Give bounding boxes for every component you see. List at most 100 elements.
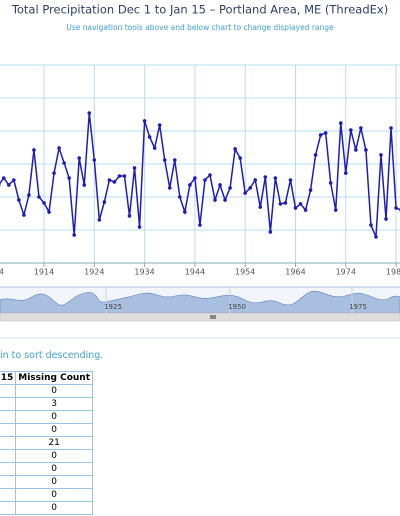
data-point [203,178,207,182]
data-point [97,218,102,222]
data-point [278,202,283,206]
data-point [147,135,152,139]
table-row: 0 [0,410,93,424]
data-point [183,210,187,214]
data-point [67,176,71,180]
data-point [379,153,383,157]
data-point [132,166,137,170]
navigator-label: 1975 [349,303,367,311]
data-point [0,183,1,187]
x-tick-label: 1974 [336,268,356,277]
table-cell [0,475,17,489]
navigator-label: 1925 [104,303,122,311]
data-point [273,176,278,180]
data-point [218,183,222,187]
data-point [288,178,293,182]
missing-count: 0 [15,462,93,476]
x-tick-label: 1924 [84,268,104,277]
data-point [52,171,56,175]
data-point [27,193,31,197]
table-row: 0 [0,423,93,437]
data-point [72,233,76,237]
sort-note: in to sort descending. [0,350,104,361]
data-point [293,206,298,210]
chart-title: Total Precipitation Dec 1 to Jan 15 – Po… [11,3,388,17]
data-point [127,214,132,218]
data-point [389,126,393,130]
x-tick-label: 1934 [134,268,154,277]
data-point [117,174,122,178]
data-point [248,186,253,190]
x-tick-label: 1984 [386,268,400,277]
data-point [112,180,117,184]
data-point [338,121,343,125]
x-tick-label: 1914 [34,268,54,277]
column-header[interactable]: Missing Count [15,371,93,385]
plot-area: 1904 1914 1924 1934 1944 1954 1964 1974 1984 [0,64,400,277]
series-line [0,112,400,238]
table-row: 0 [0,449,93,463]
data-point [384,217,388,221]
table-row: 0 [0,488,93,502]
data-point [364,148,368,152]
data-point [178,195,182,199]
data-point [92,158,97,162]
table-cell [0,436,17,450]
missing-count: 0 [15,449,93,463]
data-point [283,201,288,205]
data-point [258,205,263,209]
x-tick-label: 1944 [185,268,205,277]
data-point [328,181,333,185]
missing-count: 0 [15,475,93,489]
data-point [193,176,197,180]
missing-count: 0 [15,384,93,398]
data-point [188,183,192,187]
missing-count: 0 [15,501,93,515]
data-point [228,186,232,190]
data-point [343,171,348,175]
table-row: 21 [0,436,93,450]
table-cell [0,462,17,476]
data-point [122,174,127,178]
table-row: 0 [0,475,93,489]
data-point [323,131,328,135]
data-point [243,191,247,195]
table-row: 0 [0,462,93,476]
data-point [359,126,363,130]
data-point [102,200,107,204]
x-tick-label: 1954 [235,268,255,277]
table-cell [0,423,17,437]
data-point [17,198,21,202]
column-header[interactable]: Jan 15 [0,371,17,385]
table-cell [0,449,17,463]
data-point [233,147,237,151]
data-point [77,156,82,160]
data-point [394,206,398,210]
data-point [167,186,172,190]
table-cell [0,397,17,411]
missing-count: 0 [15,423,93,437]
navigator-series [0,290,400,314]
table-row: 0 [0,384,93,398]
scrollbar-thumb[interactable] [0,312,400,322]
table-cell [0,501,17,515]
data-point [268,230,273,234]
x-tick-label: 1904 [0,268,4,277]
table-row: 3 [0,397,93,411]
data-point [42,201,46,205]
data-point [57,146,61,150]
scrollbar[interactable] [0,312,400,322]
x-tick-label: 1964 [285,268,305,277]
table-row: 0 [0,501,93,515]
navigator[interactable]: 1925 1950 1975 [0,286,400,314]
missing-count: 0 [15,410,93,424]
data-point [142,119,147,123]
data-point [22,213,26,217]
data-point [62,161,66,165]
data-point [152,146,157,150]
data-point [308,188,313,192]
chart: Total Precipitation Dec 1 to Jan 15 – Po… [0,3,400,339]
chart-subtitle: Use navigation tools above and below cha… [66,23,334,32]
